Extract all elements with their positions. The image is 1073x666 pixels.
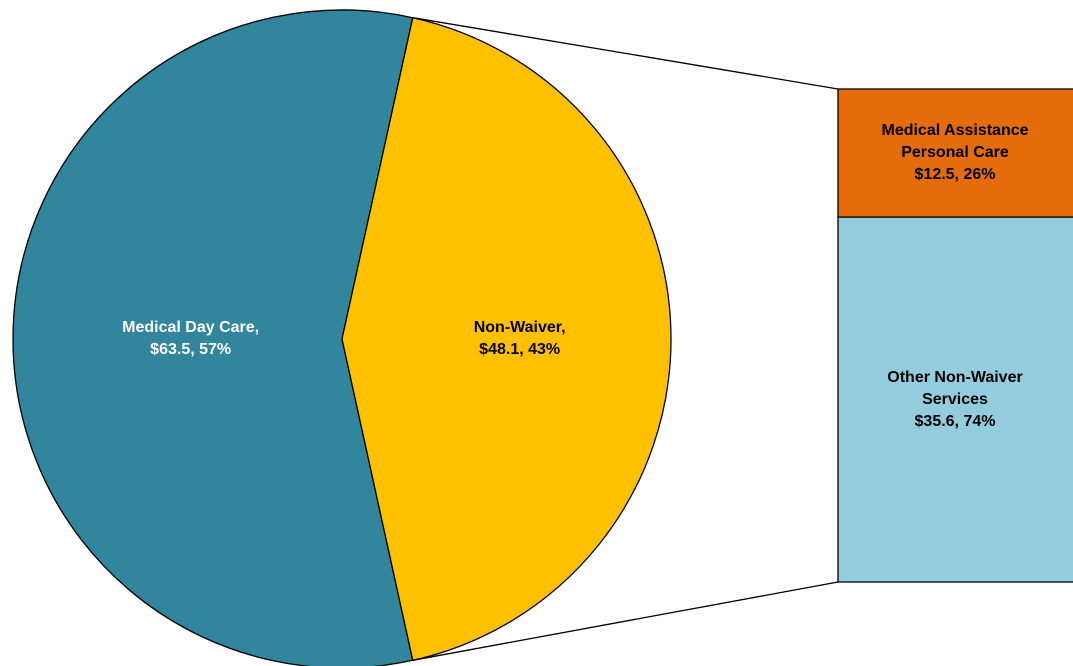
label-line: Medical Day Care, xyxy=(122,319,260,336)
data-label: Medical Day Care, $63.5, 57% xyxy=(71,317,311,361)
label-line: Non-Waiver, xyxy=(473,319,566,336)
bar-segment xyxy=(837,216,1073,583)
data-label: Non-Waiver, $48.1, 43% xyxy=(400,317,640,361)
label-line: $12.5, 26% xyxy=(914,166,996,184)
connector xyxy=(412,17,839,90)
label-line: $35.6, 74% xyxy=(914,412,996,430)
label-line: Other Non-Waiver Services xyxy=(887,368,1023,408)
data-label: Other Non-Waiver Services $35.6, 74% xyxy=(860,367,1050,433)
bar-segment xyxy=(837,88,1073,218)
label-line: $63.5, 57% xyxy=(150,341,232,358)
data-label: Medical Assistance Personal Care $12.5, 2… xyxy=(860,120,1050,186)
label-line: $48.1, 43% xyxy=(479,341,561,358)
pie-slice xyxy=(341,16,672,662)
pie-slice xyxy=(12,9,414,666)
label-line: Medical Assistance Personal Care xyxy=(881,122,1029,162)
connector xyxy=(412,581,839,661)
